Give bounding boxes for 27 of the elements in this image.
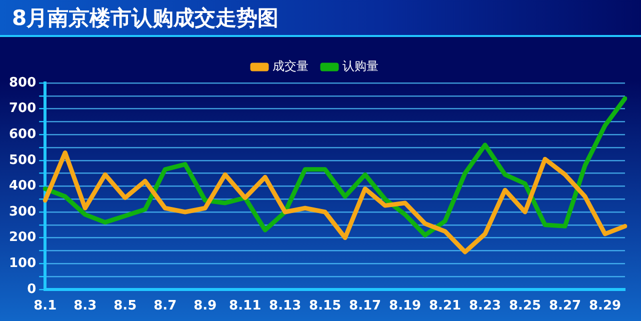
y-tick-label: 400 <box>8 178 36 194</box>
y-tick-label: 700 <box>8 101 36 116</box>
x-tick-label: 8.13 <box>269 298 302 314</box>
x-tick-label: 8.15 <box>309 298 342 314</box>
y-tick-label: 300 <box>8 204 36 220</box>
y-tick-label: 0 <box>27 282 36 297</box>
x-tick-label: 8.11 <box>229 298 262 314</box>
x-tick-label: 8.5 <box>114 298 137 314</box>
y-tick-label: 200 <box>8 230 36 246</box>
legend-label: 认购量 <box>342 59 378 74</box>
y-tick-label: 500 <box>8 152 36 168</box>
x-tick-label: 8.29 <box>588 298 622 314</box>
x-tick-label: 8.21 <box>429 298 462 314</box>
x-tick-label: 8.7 <box>154 298 177 314</box>
x-tick-label: 8.23 <box>468 298 502 314</box>
x-tick-label: 8.19 <box>389 298 422 314</box>
y-tick-label: 600 <box>8 126 36 142</box>
y-tick-label: 100 <box>8 256 36 271</box>
chart-title: 8月南京楼市认购成交走势图 <box>0 0 641 37</box>
x-tick-label: 8.27 <box>548 298 582 314</box>
x-tick-label: 8.1 <box>34 298 57 314</box>
x-tick-label: 8.3 <box>74 298 97 314</box>
y-tick-label: 800 <box>8 75 36 90</box>
x-tick-label: 8.9 <box>194 298 217 314</box>
x-tick-label: 8.25 <box>508 298 542 314</box>
legend-label: 成交量 <box>272 59 308 74</box>
x-tick-label: 8.17 <box>349 298 382 314</box>
